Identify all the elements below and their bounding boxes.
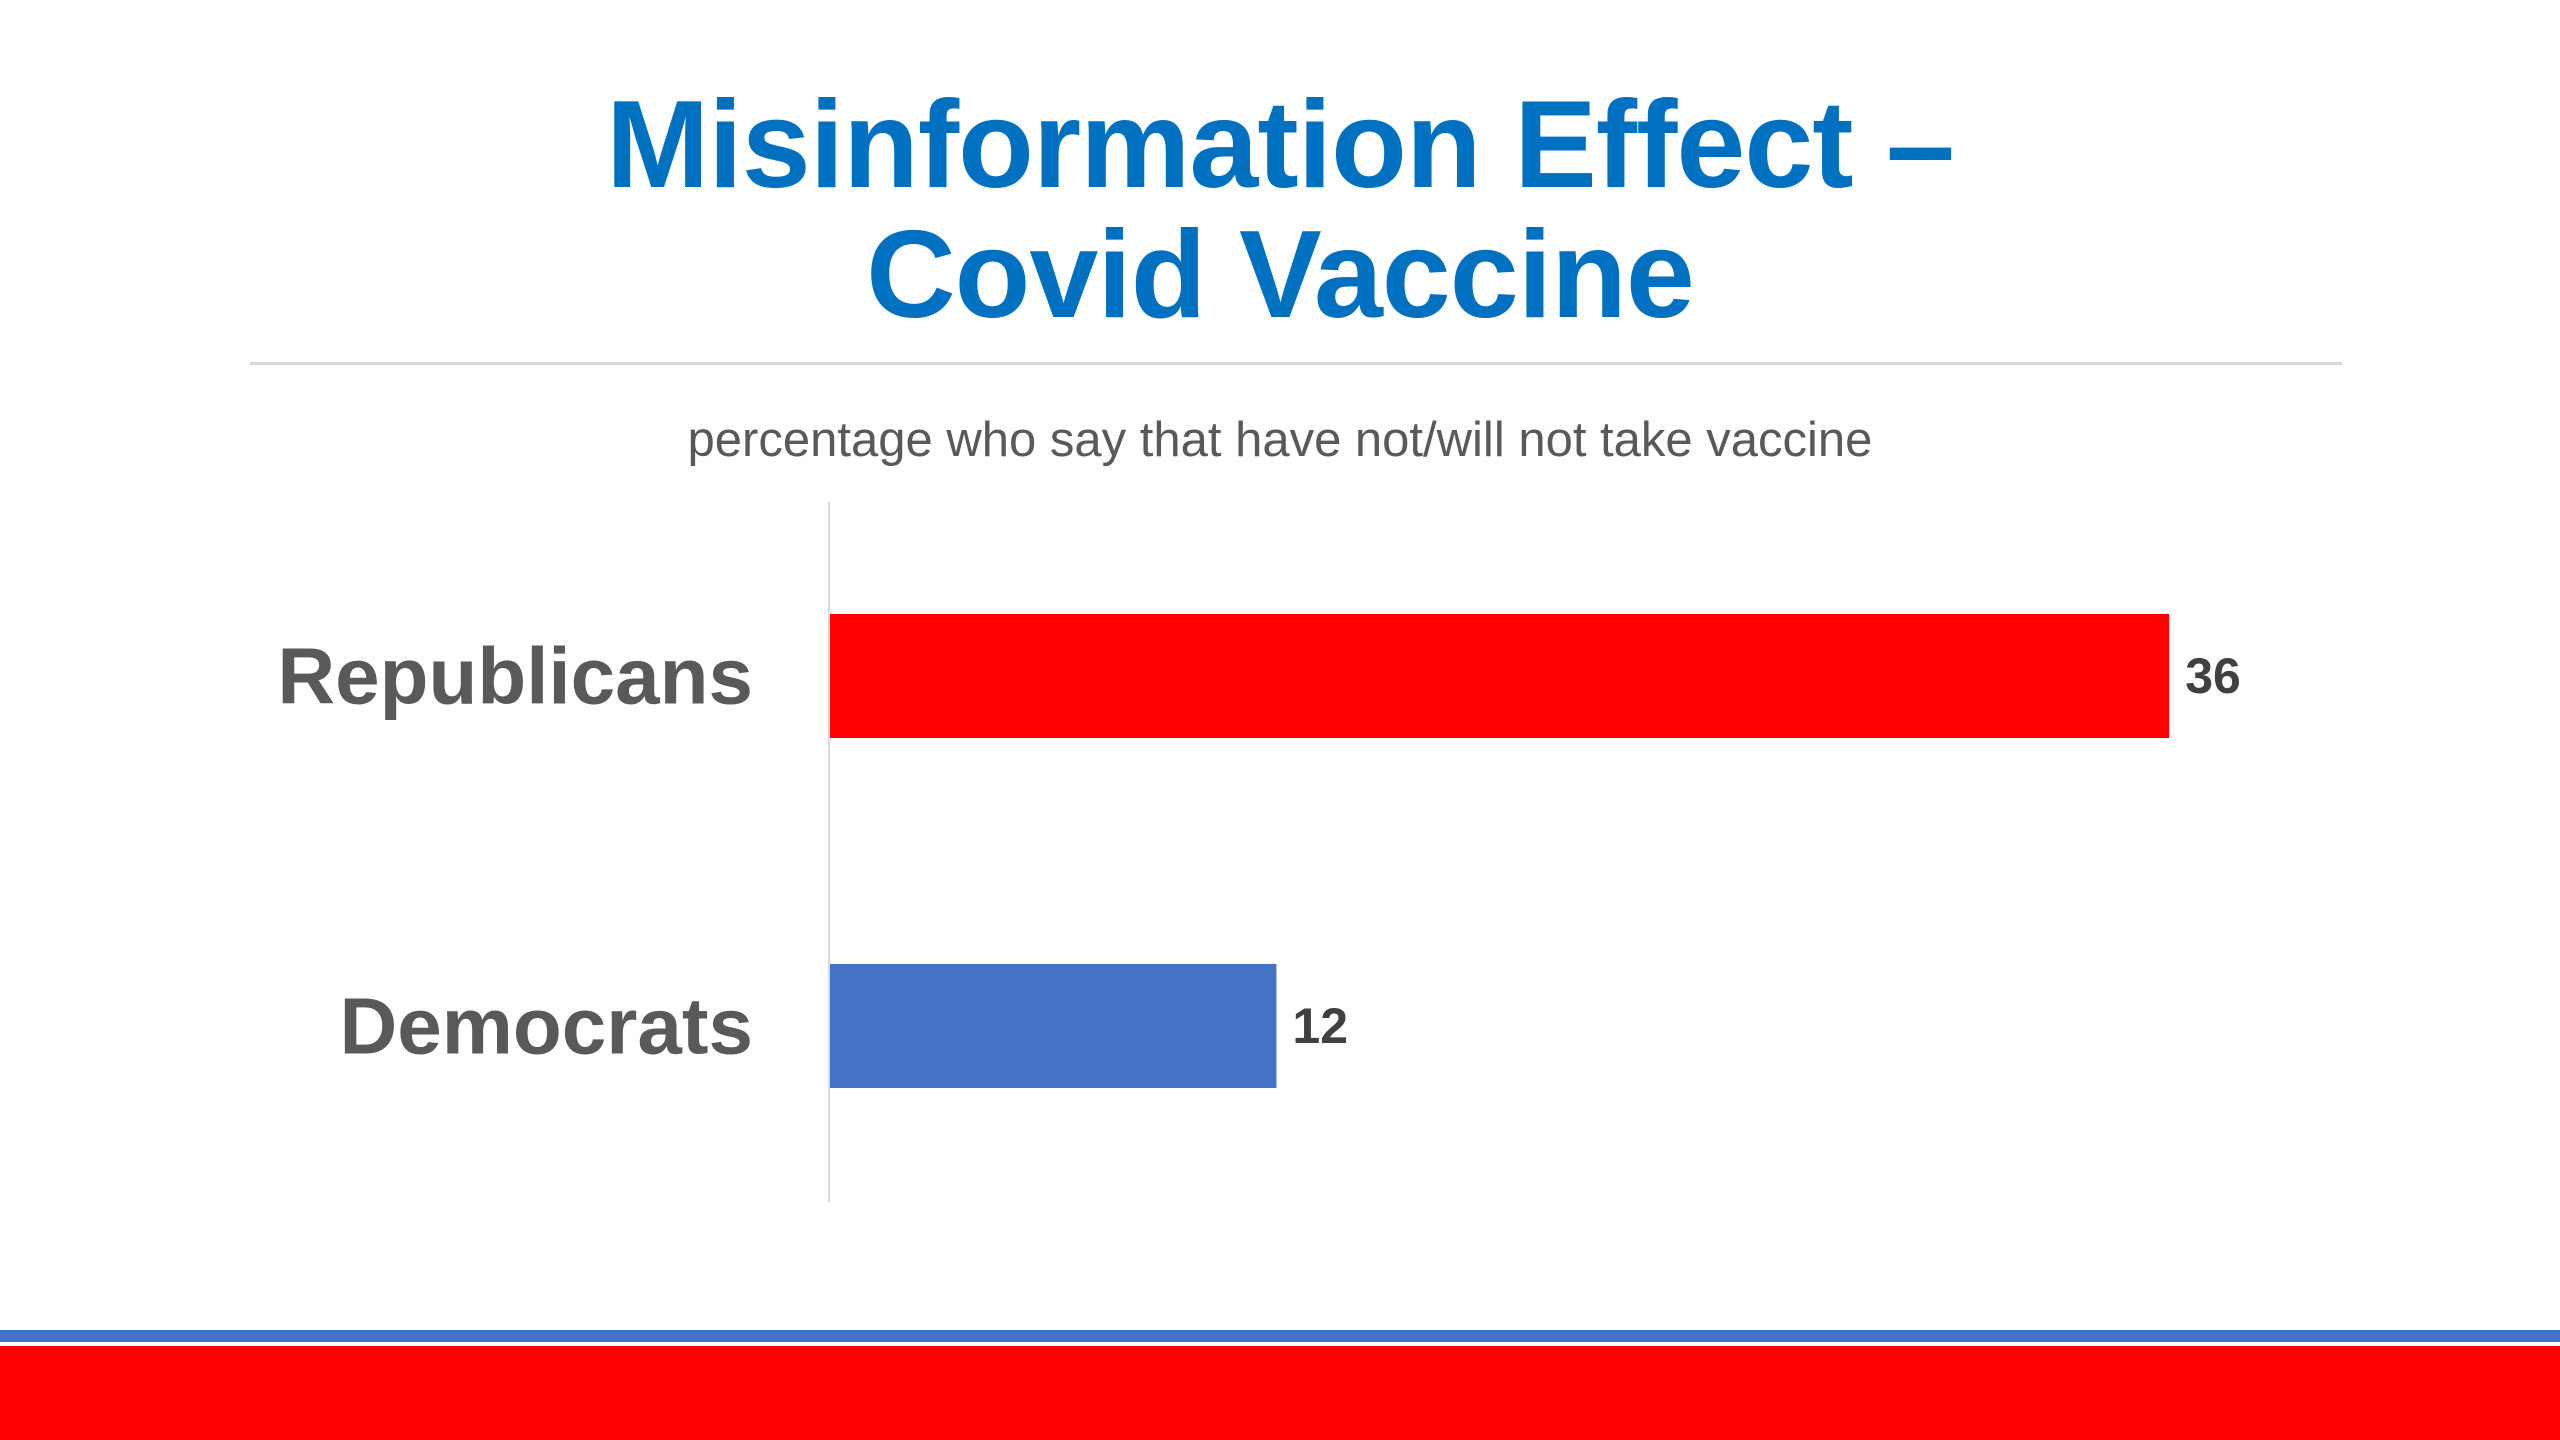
title-line-2: Covid Vaccine <box>866 206 1695 344</box>
bar-chart: Republicans 36 Democrats 12 <box>277 502 2241 1202</box>
chart-subtitle: percentage who say that have not/will no… <box>687 413 1873 467</box>
category-label-democrats: Democrats <box>339 982 753 1071</box>
category-label-republicans: Republicans <box>277 632 753 721</box>
data-label-democrats: 12 <box>1292 998 1348 1054</box>
bar-republicans <box>830 614 2170 738</box>
data-label-republicans: 36 <box>2185 648 2241 704</box>
slide-title: Misinformation Effect – Covid Vaccine <box>0 80 2560 340</box>
footer-blue-stripe <box>0 1330 2560 1342</box>
bar-democrats <box>830 964 1277 1088</box>
title-divider <box>250 362 2342 365</box>
title-line-1: Misinformation Effect – <box>605 76 1955 214</box>
footer-red-band <box>0 1346 2560 1440</box>
